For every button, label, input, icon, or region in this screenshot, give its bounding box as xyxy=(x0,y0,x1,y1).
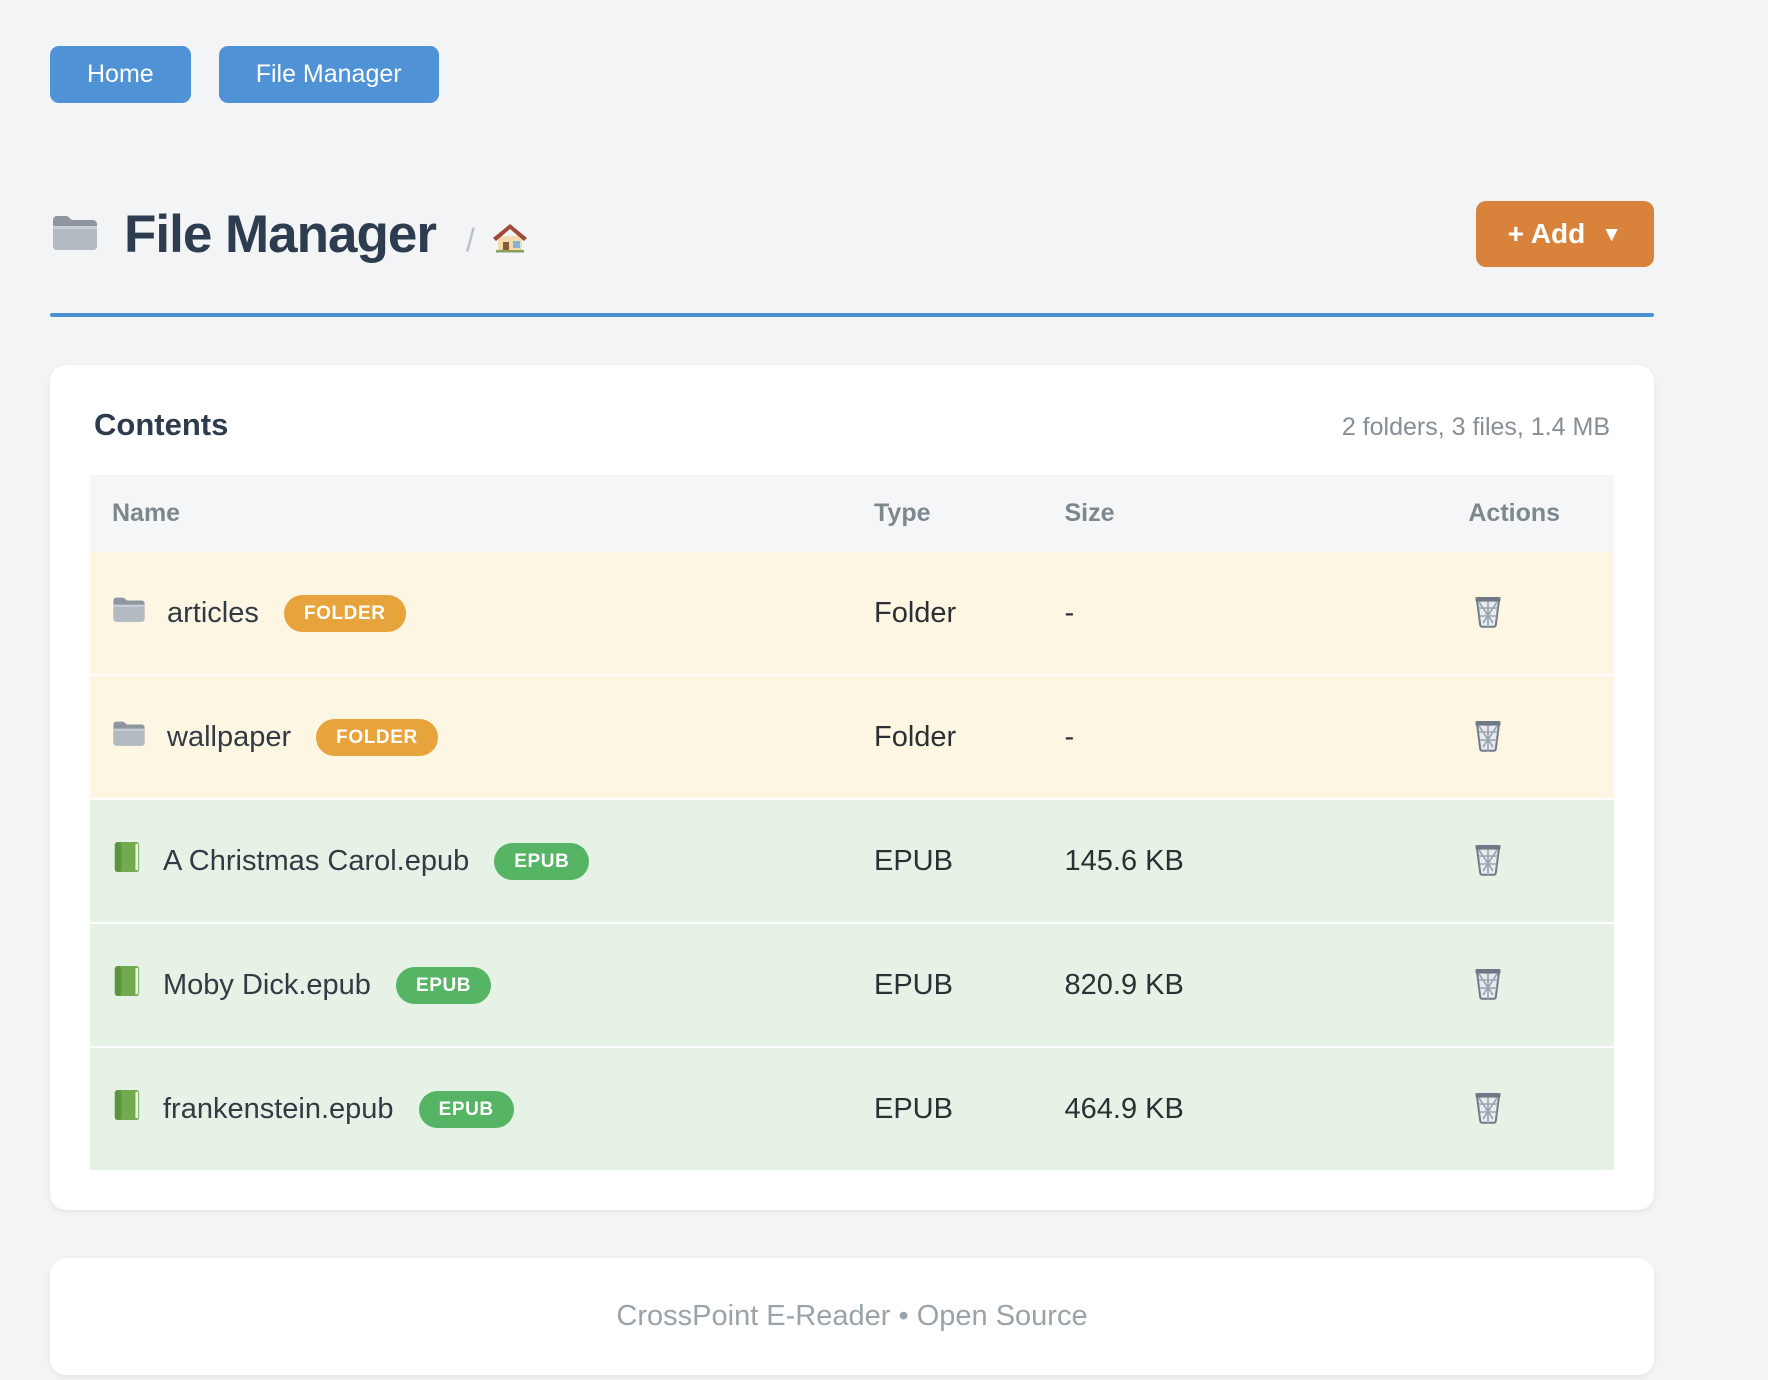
size-cell: 464.9 KB xyxy=(1042,1046,1447,1170)
add-button[interactable]: + Add ▼ xyxy=(1475,201,1654,267)
item-name-link[interactable]: Moby Dick.epub xyxy=(163,968,371,1001)
delete-button[interactable] xyxy=(1468,962,1508,1002)
contents-card: Contents 2 folders, 3 files, 1.4 MB Name… xyxy=(50,365,1654,1210)
item-name-link[interactable]: A Christmas Carol.epub xyxy=(163,844,470,877)
item-name-link[interactable]: frankenstein.epub xyxy=(163,1092,394,1125)
page-title: File Manager xyxy=(124,204,437,264)
files-table: Name Type Size Actions articles FOLDER xyxy=(90,475,1614,1170)
delete-button[interactable] xyxy=(1468,590,1508,630)
footer-text: CrossPoint E-Reader • Open Source xyxy=(616,1300,1088,1332)
column-header-type: Type xyxy=(852,475,1043,552)
card-title: Contents xyxy=(94,407,229,442)
delete-button[interactable] xyxy=(1468,838,1508,878)
type-cell: Folder xyxy=(874,596,957,629)
item-name-link[interactable]: wallpaper xyxy=(167,720,292,753)
size-cell: - xyxy=(1064,596,1075,629)
table-header-row: Name Type Size Actions xyxy=(90,475,1614,552)
table-row: frankenstein.epub EPUB EPUB 464.9 KB xyxy=(90,1046,1614,1170)
book-icon xyxy=(112,964,142,1006)
file-type-badge: EPUB xyxy=(418,1090,514,1128)
table-row: A Christmas Carol.epub EPUB EPUB 145.6 K… xyxy=(90,798,1614,923)
type-cell: EPUB xyxy=(852,922,1043,1047)
delete-button[interactable] xyxy=(1468,714,1508,754)
file-type-badge: FOLDER xyxy=(316,718,438,756)
page-header: File Manager / + Add ▼ xyxy=(50,201,1654,267)
file-type-badge: EPUB xyxy=(395,966,492,1004)
table-row: wallpaper FOLDER Folder - xyxy=(90,674,1614,799)
contents-summary: 2 folders, 3 files, 1.4 MB xyxy=(1341,413,1610,441)
title-underline xyxy=(50,313,1654,317)
wastebasket-icon xyxy=(1472,1092,1504,1127)
column-header-name: Name xyxy=(90,475,852,552)
table-row: Moby Dick.epub EPUB EPUB 820.9 KB xyxy=(90,922,1614,1047)
wastebasket-icon xyxy=(1472,968,1504,1003)
nav-file-manager-button[interactable]: File Manager xyxy=(218,46,439,103)
nav-home-button[interactable]: Home xyxy=(50,46,191,103)
column-header-actions: Actions xyxy=(1446,475,1614,552)
delete-button[interactable] xyxy=(1468,1086,1508,1126)
folder-icon xyxy=(112,718,146,756)
book-icon xyxy=(112,840,142,882)
file-type-badge: EPUB xyxy=(494,842,590,880)
folder-icon xyxy=(50,211,100,258)
size-cell: - xyxy=(1042,674,1447,799)
type-cell: Folder xyxy=(852,674,1043,799)
breadcrumb: / xyxy=(466,221,529,260)
size-cell: 145.6 KB xyxy=(1042,798,1447,923)
caret-down-icon: ▼ xyxy=(1601,222,1622,246)
wastebasket-icon xyxy=(1472,596,1504,631)
book-icon xyxy=(112,1088,142,1130)
item-name-link[interactable]: articles xyxy=(167,596,259,629)
type-cell: EPUB xyxy=(852,1046,1043,1170)
contents-card-header: Contents 2 folders, 3 files, 1.4 MB xyxy=(90,407,1614,443)
file-type-badge: FOLDER xyxy=(283,594,406,632)
column-header-size: Size xyxy=(1042,475,1447,552)
wastebasket-icon xyxy=(1472,720,1504,755)
home-icon[interactable] xyxy=(475,221,529,260)
type-cell: EPUB xyxy=(852,798,1043,923)
top-nav: Home File Manager xyxy=(50,46,1654,103)
size-cell: 820.9 KB xyxy=(1042,922,1447,1047)
wastebasket-icon xyxy=(1472,844,1504,879)
folder-icon xyxy=(112,594,146,632)
breadcrumb-separator: / xyxy=(465,221,475,258)
footer: CrossPoint E-Reader • Open Source xyxy=(50,1258,1654,1375)
table-row: articles FOLDER Folder - xyxy=(90,552,1614,675)
add-button-label: + Add xyxy=(1507,218,1586,249)
